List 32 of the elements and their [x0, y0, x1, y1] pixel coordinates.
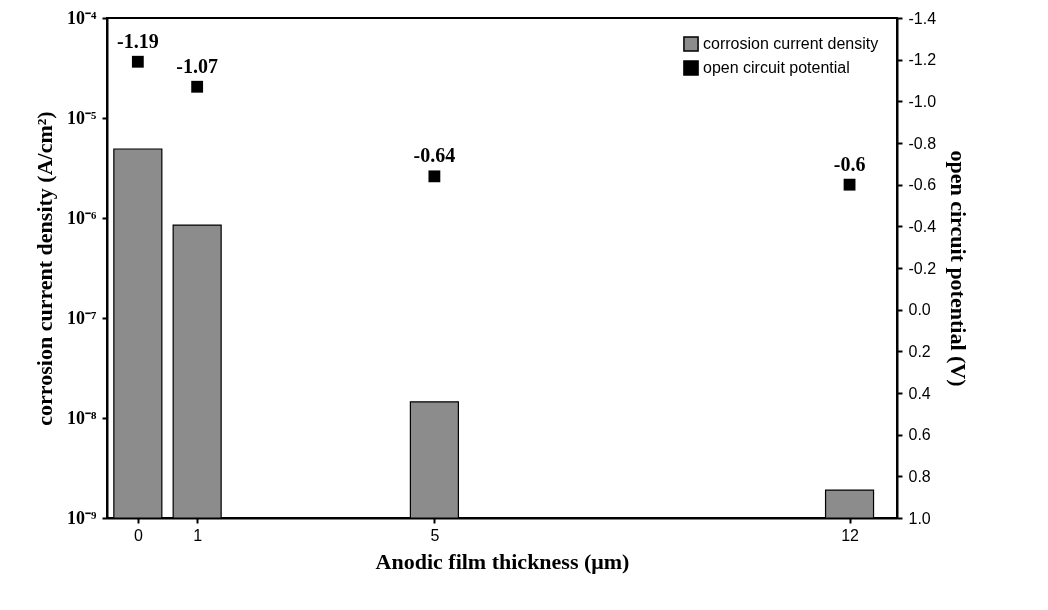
y2-tick-label: -1.0 [908, 92, 937, 110]
y-axis-title: corrosion current density (A/cm²) [32, 111, 58, 426]
y2-tick-label: -0.8 [908, 134, 937, 152]
y2-tick-label: 0.2 [908, 342, 931, 360]
y2-tick-label: -1.4 [908, 9, 937, 27]
y-tick-label: 10⁻⁸ [67, 407, 98, 428]
legend-label: corrosion current density [703, 35, 879, 52]
x-tick-label: 5 [430, 526, 440, 544]
y2-tick-label: 0.0 [908, 301, 931, 319]
legend-label: open circuit potential [703, 59, 850, 76]
data-label: -0.6 [833, 152, 866, 175]
data-label: -1.19 [117, 29, 159, 52]
y2-tick-label: -1.2 [908, 51, 937, 69]
x-tick-label: 0 [133, 526, 143, 544]
y2-tick-label: -0.2 [908, 259, 937, 277]
y2-tick-label: 0.6 [908, 426, 931, 444]
y2-tick-label: 1.0 [908, 509, 931, 527]
y-tick-label: 10⁻⁵ [67, 107, 98, 128]
y-tick-label: 10⁻⁷ [67, 307, 98, 328]
data-label: -0.64 [413, 144, 456, 167]
y-tick-label: 10⁻⁶ [67, 207, 98, 228]
x-axis-title: Anodic film thickness (μm) [375, 548, 630, 574]
y2-axis-title: open circuit potential (V) [946, 150, 972, 387]
y-tick-label: 10⁻⁹ [67, 507, 98, 528]
y-tick-label: 10⁻⁴ [67, 7, 98, 28]
x-tick-label: 1 [193, 526, 203, 544]
data-label: -1.07 [176, 54, 218, 77]
y2-tick-label: -0.6 [908, 176, 937, 194]
x-tick-label: 12 [841, 526, 860, 544]
y2-tick-label: 0.4 [908, 384, 931, 402]
y2-tick-label: -0.4 [908, 217, 937, 235]
y2-tick-label: 0.8 [908, 467, 931, 485]
